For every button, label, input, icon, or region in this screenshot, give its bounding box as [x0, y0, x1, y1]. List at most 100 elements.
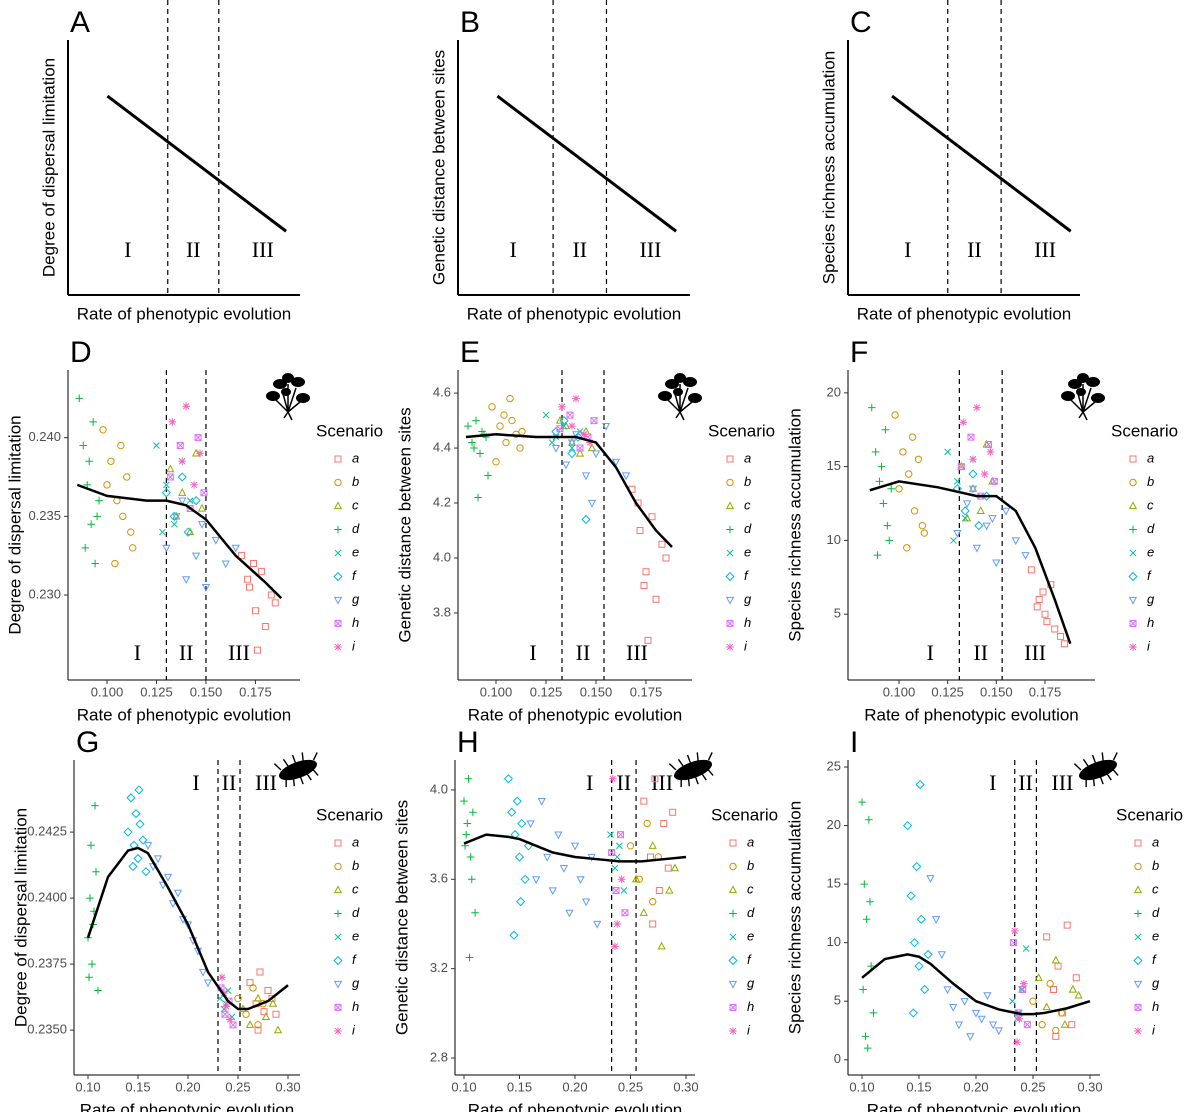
plant-leaf: [296, 393, 310, 403]
region-label: I: [134, 640, 141, 665]
legend-label: b: [352, 474, 359, 489]
legend-marker: [725, 501, 735, 510]
data-point: [937, 951, 946, 960]
legend-label: f: [747, 952, 752, 967]
data-point: [169, 511, 179, 521]
data-point: [571, 431, 581, 439]
data-point: [1060, 1019, 1070, 1028]
legend-label: f: [1147, 568, 1152, 583]
data-point: [976, 506, 985, 515]
plant-leaf: [673, 388, 683, 396]
legend-label: e: [744, 544, 751, 559]
legend-marker: [1129, 620, 1137, 627]
data-point: [576, 876, 585, 884]
x-tick-label: 0.150: [190, 684, 223, 699]
data-point: [601, 422, 611, 431]
data-point: [651, 775, 659, 783]
data-point: [570, 842, 580, 851]
legend-marker: [729, 1027, 737, 1035]
legend-marker: [1134, 839, 1142, 847]
data-point: [478, 427, 486, 436]
data-point: [166, 473, 174, 481]
data-point: [657, 941, 666, 950]
legend-title: Scenario: [708, 421, 775, 440]
data-point: [518, 427, 526, 436]
legend-label: c: [744, 497, 751, 512]
data-point: [971, 1009, 981, 1018]
data-point: [1021, 552, 1030, 560]
data-point: [508, 416, 516, 425]
data-point: [542, 411, 550, 419]
legend-label: b: [744, 474, 751, 489]
data-point: [81, 544, 90, 552]
data-point: [186, 497, 194, 504]
data-point: [560, 422, 568, 430]
legend-label: g: [1147, 591, 1155, 606]
data-point: [918, 521, 927, 530]
insect-legs: [668, 752, 714, 788]
insect-body: [279, 759, 317, 781]
data-point: [261, 622, 269, 630]
data-point: [460, 797, 468, 805]
data-point: [944, 448, 952, 456]
data-point: [954, 478, 961, 485]
legend-marker: [333, 980, 343, 989]
plant-leaf: [665, 379, 679, 389]
data-point: [1043, 933, 1051, 941]
data-point: [506, 394, 514, 403]
y-tick-label: 5: [834, 993, 841, 1008]
data-point: [89, 418, 97, 426]
legend-marker: [729, 1004, 737, 1011]
plant-leaf: [1076, 388, 1086, 396]
legend-label: c: [352, 881, 359, 896]
region-label: II: [572, 237, 587, 262]
data-point: [166, 464, 175, 473]
legend-label: e: [352, 544, 359, 559]
region-label: III: [252, 237, 274, 262]
data-point: [576, 444, 584, 452]
data-point: [191, 552, 201, 561]
data-point: [85, 457, 93, 466]
legend-marker: [1128, 596, 1138, 605]
x-tick-label: 0.175: [630, 684, 663, 699]
data-point: [1034, 973, 1043, 981]
y-axis-label: Genetic distance between sites: [392, 800, 411, 1035]
data-point: [1009, 997, 1016, 1005]
data-point: [190, 481, 198, 489]
legend-label: a: [1152, 834, 1159, 849]
data-point: [526, 820, 535, 829]
data-point: [607, 831, 614, 838]
legend-marker: [725, 571, 735, 582]
data-point: [470, 444, 478, 452]
legend-label: a: [744, 450, 751, 465]
data-point: [203, 979, 213, 988]
region-label: III: [651, 770, 673, 795]
data-point: [643, 819, 651, 828]
plant-leaf: [1091, 393, 1105, 403]
legend-marker: [726, 455, 734, 463]
legend-label: a: [747, 834, 754, 849]
data-point: [885, 536, 894, 545]
legend-marker: [334, 1004, 342, 1011]
data-point: [253, 993, 263, 1002]
x-tick-label: 0.15: [507, 1079, 532, 1094]
panel-label: E: [460, 336, 480, 369]
x-tick-label: 0.10: [451, 1079, 476, 1094]
data-point: [891, 411, 899, 419]
data-point: [1023, 1021, 1031, 1029]
data-point: [943, 986, 952, 995]
region-label: II: [617, 770, 632, 795]
data-point: [467, 875, 476, 884]
data-point: [254, 1021, 262, 1029]
data-point: [1010, 927, 1019, 935]
data-point: [91, 559, 99, 568]
data-point: [231, 544, 240, 553]
data-point: [608, 848, 616, 856]
region-label: II: [967, 237, 982, 262]
data-point: [464, 422, 472, 430]
data-point: [86, 894, 94, 902]
data-point: [141, 867, 151, 877]
data-point: [587, 499, 597, 508]
legend-marker: [334, 862, 342, 871]
plant-leaf: [1061, 391, 1075, 401]
